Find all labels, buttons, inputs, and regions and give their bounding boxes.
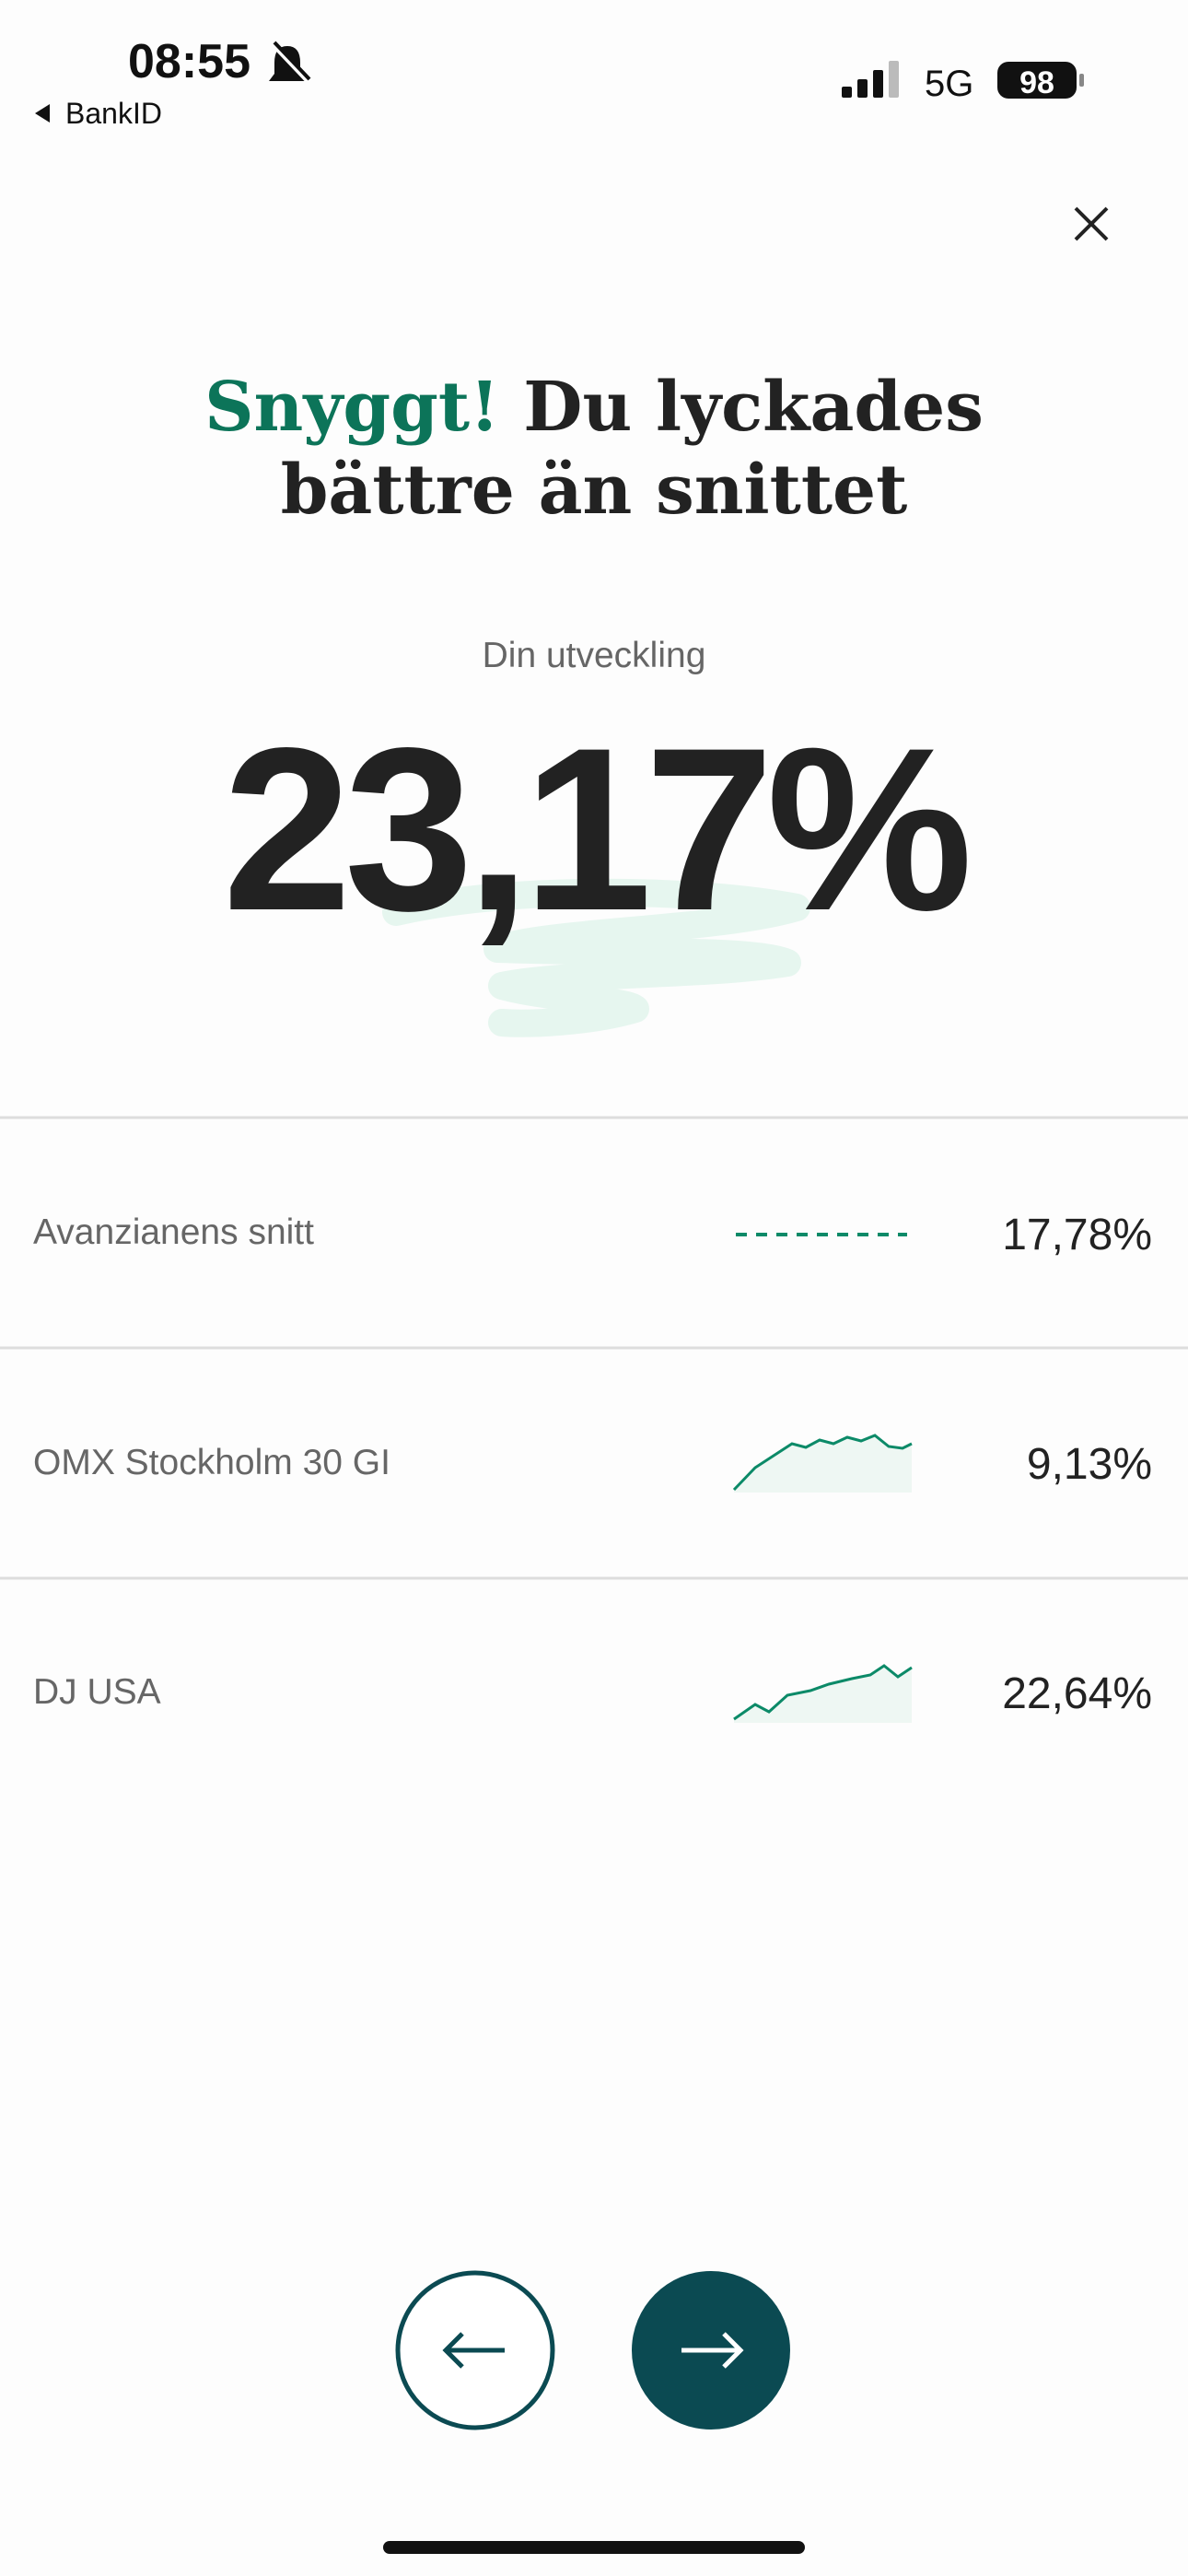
row: OMX Stockholm 30 GI 9,13% <box>33 1434 1152 1493</box>
back-app[interactable]: BankID <box>65 97 162 130</box>
sparkline <box>733 1664 913 1721</box>
title-space <box>500 368 524 447</box>
sparkline <box>732 1434 913 1492</box>
row-name: OMX Stockholm 30 GI <box>33 1443 390 1482</box>
sparkline-area <box>734 1435 912 1493</box>
close-button[interactable] <box>1074 206 1109 241</box>
battery-tip <box>1079 74 1084 87</box>
status-time: 08:55 <box>128 35 250 88</box>
title-line1: Snyggt! Du lyckades <box>204 368 984 447</box>
row: DJ USA 22,64% <box>33 1664 1152 1723</box>
row-name: Avanzianens snitt <box>33 1212 314 1252</box>
sparkline-area <box>734 1666 912 1723</box>
home-indicator <box>383 2541 805 2554</box>
result-value: 23,17% <box>223 700 968 959</box>
network: 5G <box>925 64 973 104</box>
battery-body <box>997 62 1077 99</box>
battery-level: 98 <box>1019 65 1054 100</box>
next-button[interactable] <box>632 2271 790 2430</box>
silent-icon <box>269 41 311 83</box>
result-label: Din utveckling <box>483 636 706 675</box>
title-line2: bättre än snittet <box>281 451 908 530</box>
row-value: 22,64% <box>1002 1669 1152 1718</box>
back-arrow[interactable] <box>35 104 50 123</box>
back-button[interactable] <box>395 2270 555 2430</box>
title-text: Du lyckades <box>523 368 984 447</box>
row-name: DJ USA <box>33 1672 161 1712</box>
title-highlight: Snyggt! <box>204 368 499 447</box>
row-value: 9,13% <box>1027 1440 1152 1489</box>
signal-icon <box>842 61 899 98</box>
row: Avanzianens snitt 17,78% <box>33 1211 1152 1259</box>
row-value: 17,78% <box>1002 1211 1152 1259</box>
brush-stroke <box>382 878 810 1037</box>
